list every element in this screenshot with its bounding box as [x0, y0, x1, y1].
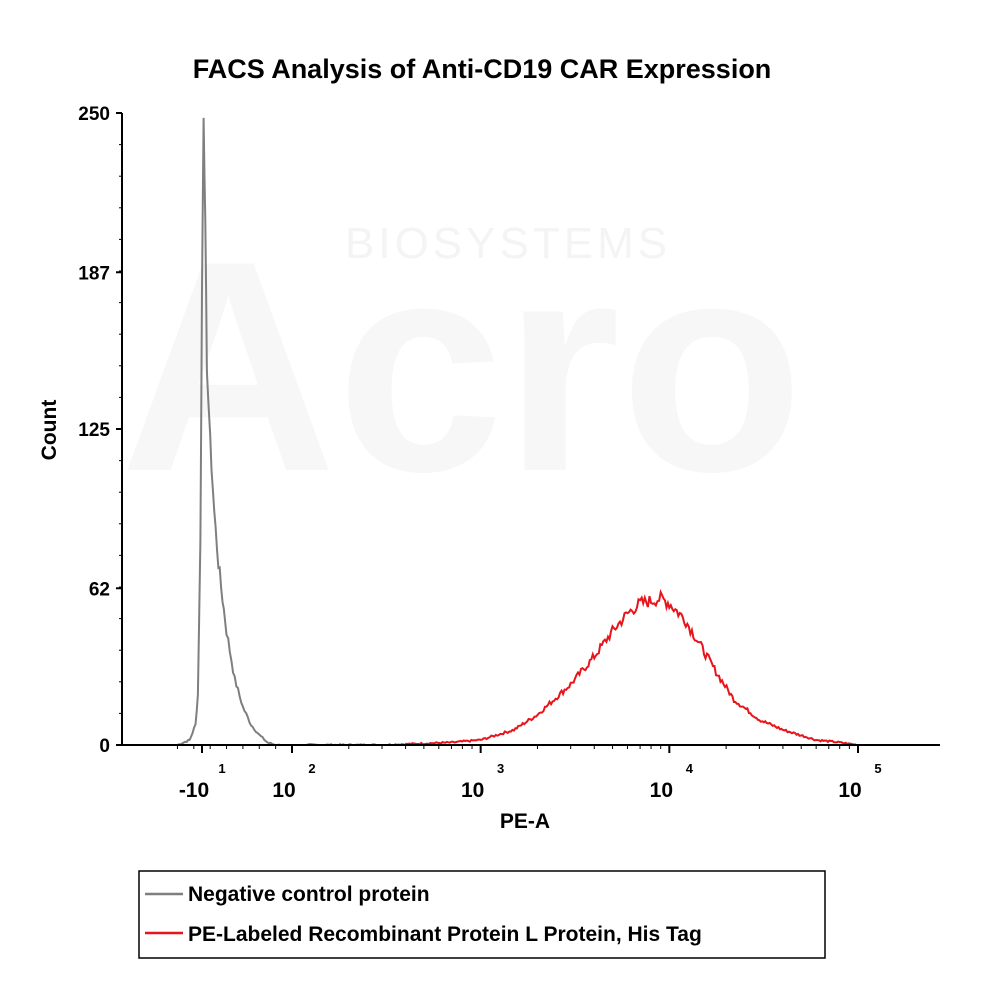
- x-tick-label-base: 10: [272, 779, 295, 802]
- x-axis-label: PE-A: [500, 810, 550, 833]
- legend-box: [138, 870, 826, 959]
- y-tick-label: 125: [78, 420, 110, 441]
- x-tick-label-exponent: 3: [497, 761, 504, 776]
- y-tick-label: 0: [99, 736, 110, 757]
- x-tick-label-base: 10: [461, 779, 484, 802]
- y-tick-label: 62: [89, 579, 110, 600]
- x-tick-label-exponent: 1: [218, 761, 225, 776]
- y-tick-label: 250: [78, 104, 110, 125]
- x-tick-label-base: 10: [650, 779, 673, 802]
- watermark-subtitle: BIOSYSTEMS: [345, 219, 671, 268]
- x-tick-label-exponent: 5: [874, 761, 881, 776]
- watermark: BIOSYSTEMS Acro: [120, 198, 804, 534]
- y-tick-label: 187: [78, 263, 110, 284]
- series-negative-control-line: [177, 117, 284, 746]
- series-pe-labeled-line: [306, 588, 858, 747]
- x-tick-label-exponent: 2: [308, 761, 315, 776]
- legend-label-negative-control: Negative control protein: [188, 883, 430, 906]
- x-tick-label-exponent: 4: [686, 761, 694, 776]
- legend-label-pe-labeled: PE-Labeled Recombinant Protein L Protein…: [188, 923, 702, 946]
- x-tick-label-base: -10: [179, 779, 209, 802]
- legend: Negative control protein PE-Labeled Reco…: [138, 870, 826, 959]
- y-axis-label: Count: [38, 400, 61, 461]
- x-ticks: -10 1 10 2 10 3 10 4 10 5: [176, 745, 882, 802]
- x-tick-label-base: 10: [838, 779, 861, 802]
- chart-title: FACS Analysis of Anti-CD19 CAR Expressio…: [193, 54, 772, 84]
- y-ticks: 0 62 125 187 250: [78, 104, 122, 757]
- watermark-logo: Acro: [120, 198, 804, 534]
